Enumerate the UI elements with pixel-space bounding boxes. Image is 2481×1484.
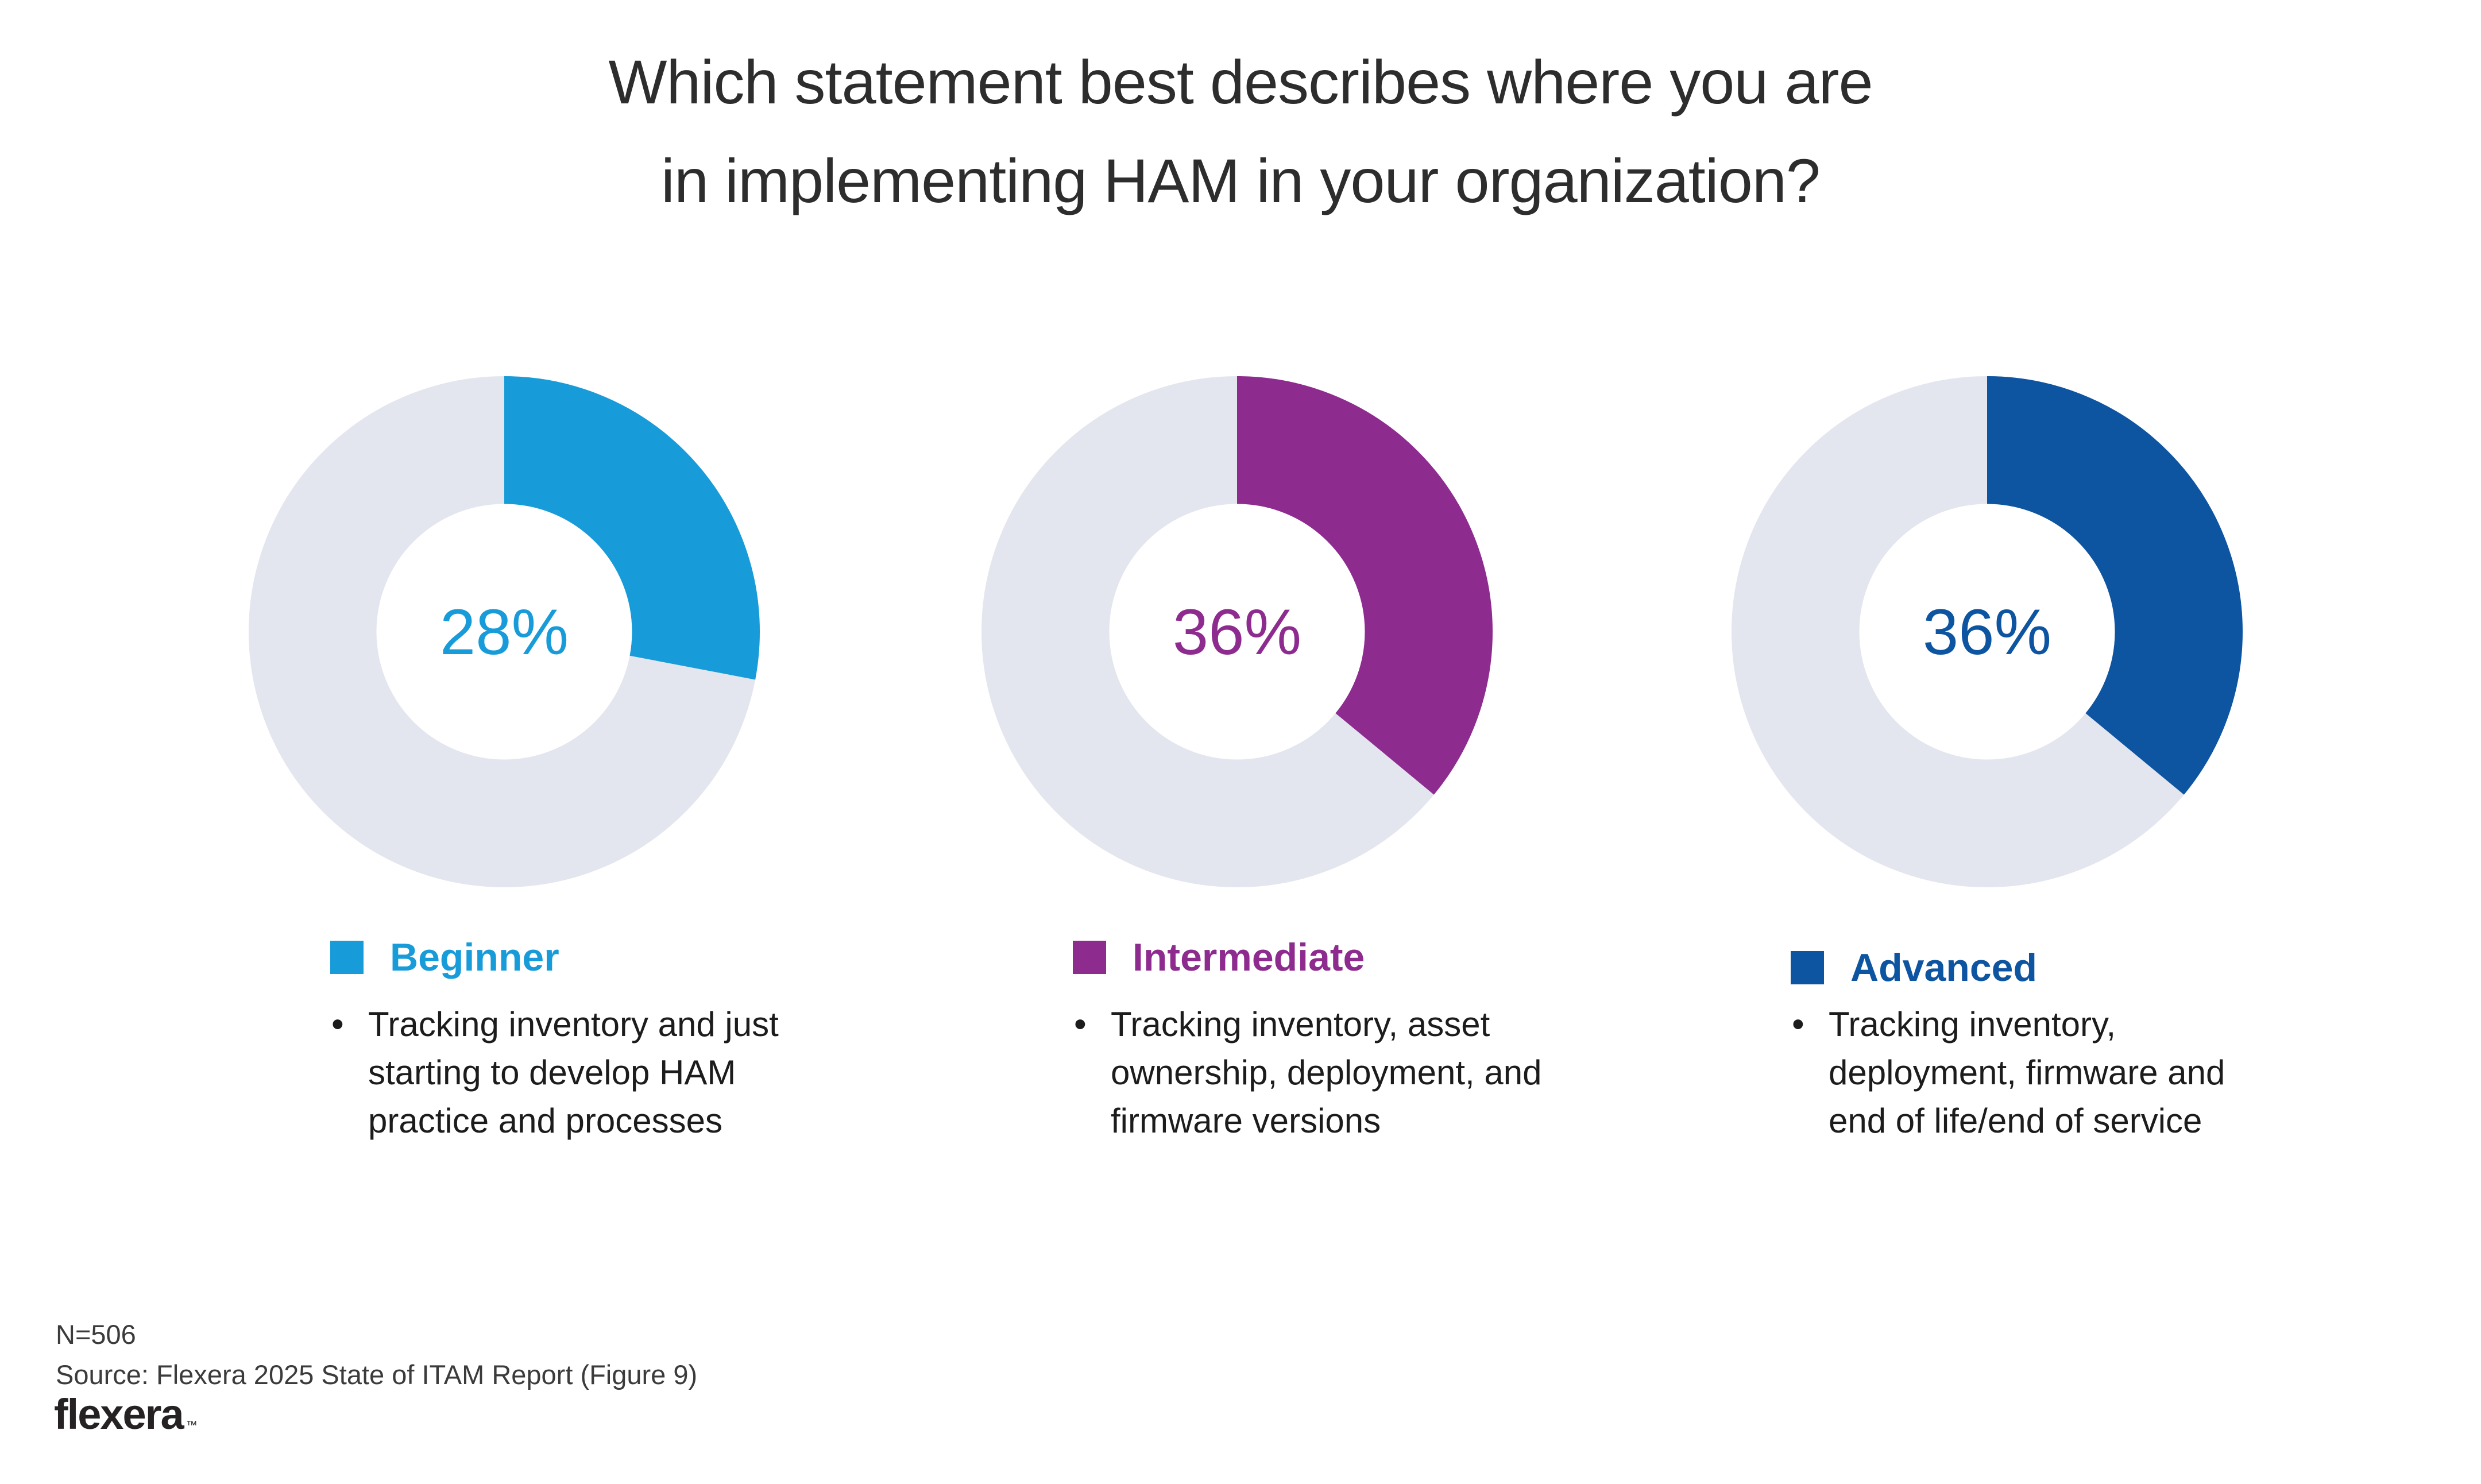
donut-center-value-intermediate: 36% bbox=[1172, 596, 1302, 668]
legend-beginner: Beginner bbox=[330, 935, 559, 980]
donut-chart-intermediate: 36% bbox=[981, 376, 1493, 887]
sample-size-note: N=506 bbox=[56, 1319, 136, 1350]
donut-center-value-beginner: 28% bbox=[439, 596, 569, 668]
donut-arc-intermediate bbox=[981, 376, 1493, 887]
donut-center-value-advanced: 36% bbox=[1922, 596, 2052, 668]
legend-label-intermediate: Intermediate bbox=[1133, 936, 1365, 979]
donut-svg-intermediate bbox=[981, 376, 1493, 887]
description-text-advanced: Tracking inventory, deployment, firmware… bbox=[1829, 1005, 2225, 1140]
legend-swatch-advanced bbox=[1791, 951, 1824, 984]
donut-svg-beginner bbox=[249, 376, 760, 887]
donut-chart-beginner: 28% bbox=[249, 376, 760, 887]
legend-intermediate: Intermediate bbox=[1073, 935, 1365, 980]
donut-arc-beginner bbox=[249, 376, 760, 887]
legend-label-beginner: Beginner bbox=[390, 936, 559, 979]
description-text-beginner: Tracking inventory and just starting to … bbox=[368, 1005, 779, 1140]
figure-title-line1: Which statement best describes where you… bbox=[608, 47, 1873, 117]
description-advanced: • Tracking inventory, deployment, firmwa… bbox=[1792, 1000, 2309, 1145]
donut-arc-advanced bbox=[1732, 376, 2243, 887]
figure-title-line2: in implementing HAM in your organization… bbox=[660, 146, 1821, 215]
flexera-logo: flexera ™ bbox=[54, 1390, 198, 1439]
bullet-icon: • bbox=[1074, 1004, 1087, 1044]
legend-advanced: Advanced bbox=[1791, 945, 2037, 990]
bullet-icon: • bbox=[331, 1004, 344, 1044]
description-text-intermediate: Tracking inventory, asset ownership, dep… bbox=[1111, 1005, 1542, 1140]
figure-title: Which statement best describes where you… bbox=[0, 33, 2481, 230]
legend-swatch-beginner bbox=[330, 941, 364, 974]
trademark-mark: ™ bbox=[186, 1419, 198, 1432]
source-note: Source: Flexera 2025 State of ITAM Repor… bbox=[56, 1359, 698, 1390]
donut-chart-advanced: 36% bbox=[1732, 376, 2243, 887]
legend-label-advanced: Advanced bbox=[1850, 946, 2037, 990]
legend-swatch-intermediate bbox=[1073, 941, 1106, 974]
bullet-icon: • bbox=[1792, 1004, 1804, 1044]
description-intermediate: • Tracking inventory, asset ownership, d… bbox=[1074, 1000, 1591, 1145]
description-beginner: • Tracking inventory and just starting t… bbox=[331, 1000, 825, 1145]
flexera-logo-text: flexera bbox=[54, 1390, 184, 1438]
donut-svg-advanced bbox=[1732, 376, 2243, 887]
